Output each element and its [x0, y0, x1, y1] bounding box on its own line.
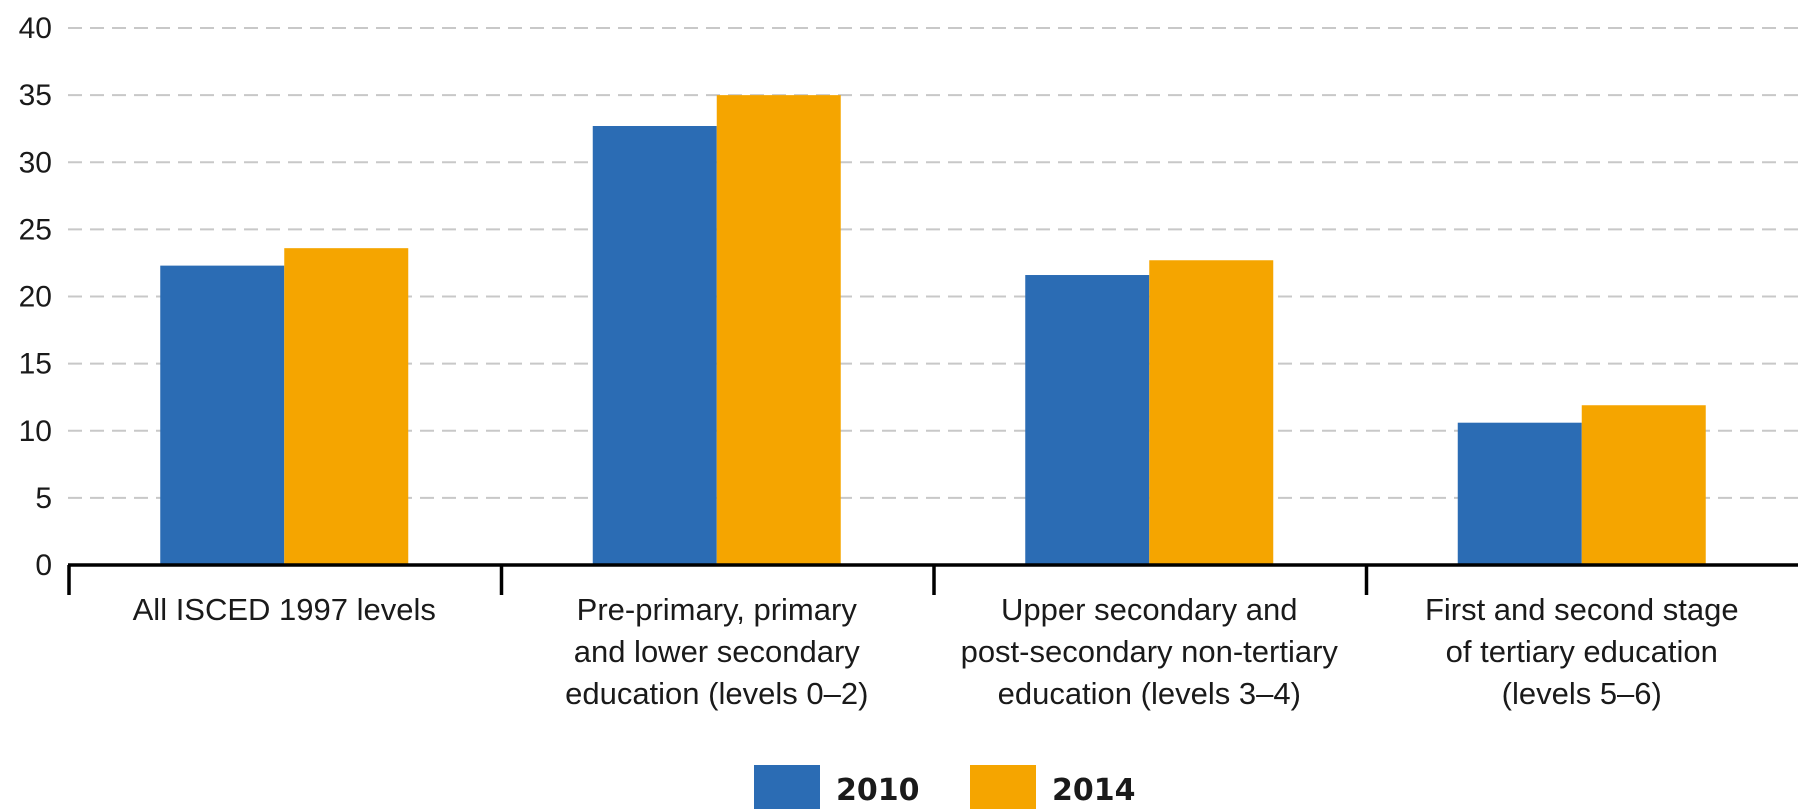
y-axis-tick-labels: 0 5 10 15 20 25 30 35 40	[19, 12, 52, 582]
category-label: education (levels 3–4)	[998, 676, 1301, 711]
bar-2010-1	[160, 265, 285, 565]
bar-2010-3	[1025, 275, 1150, 565]
category-label: post-secondary non-tertiary	[961, 634, 1339, 669]
bar-2010-2	[592, 126, 717, 565]
category-label: First and second stage	[1425, 592, 1739, 627]
legend: 2010 2014	[754, 765, 1136, 809]
y-tick-label: 35	[19, 79, 52, 112]
category-label: of tertiary education	[1446, 634, 1718, 669]
y-tick-label: 0	[35, 549, 52, 582]
legend-swatch-2014	[970, 765, 1036, 809]
y-tick-label: 25	[19, 213, 52, 246]
category-label: education (levels 0–2)	[565, 676, 868, 711]
bar-2014-3	[1149, 260, 1274, 565]
category-label: Pre-primary, primary	[577, 592, 858, 627]
y-tick-label: 20	[19, 281, 52, 314]
y-tick-label: 10	[19, 415, 52, 448]
category-label: Upper secondary and	[1001, 592, 1297, 627]
y-tick-label: 40	[19, 12, 52, 45]
y-tick-label: 15	[19, 348, 52, 381]
legend-label-2010: 2010	[836, 773, 920, 808]
category-label: (levels 5–6)	[1502, 676, 1662, 711]
category-label: and lower secondary	[574, 634, 861, 669]
category-labels: All ISCED 1997 levels Pre-primary, primar…	[133, 592, 1739, 711]
category-label: All ISCED 1997 levels	[133, 592, 436, 627]
bar-2014-4	[1581, 405, 1706, 565]
bars	[160, 95, 1706, 566]
bar-2010-4	[1457, 422, 1582, 565]
y-tick-label: 5	[35, 482, 52, 515]
y-tick-label: 30	[19, 146, 52, 179]
bar-2014-2	[716, 95, 841, 565]
legend-label-2014: 2014	[1052, 773, 1136, 808]
bar-2014-1	[284, 248, 409, 566]
legend-swatch-2010	[754, 765, 820, 809]
x-axis	[67, 563, 1798, 595]
